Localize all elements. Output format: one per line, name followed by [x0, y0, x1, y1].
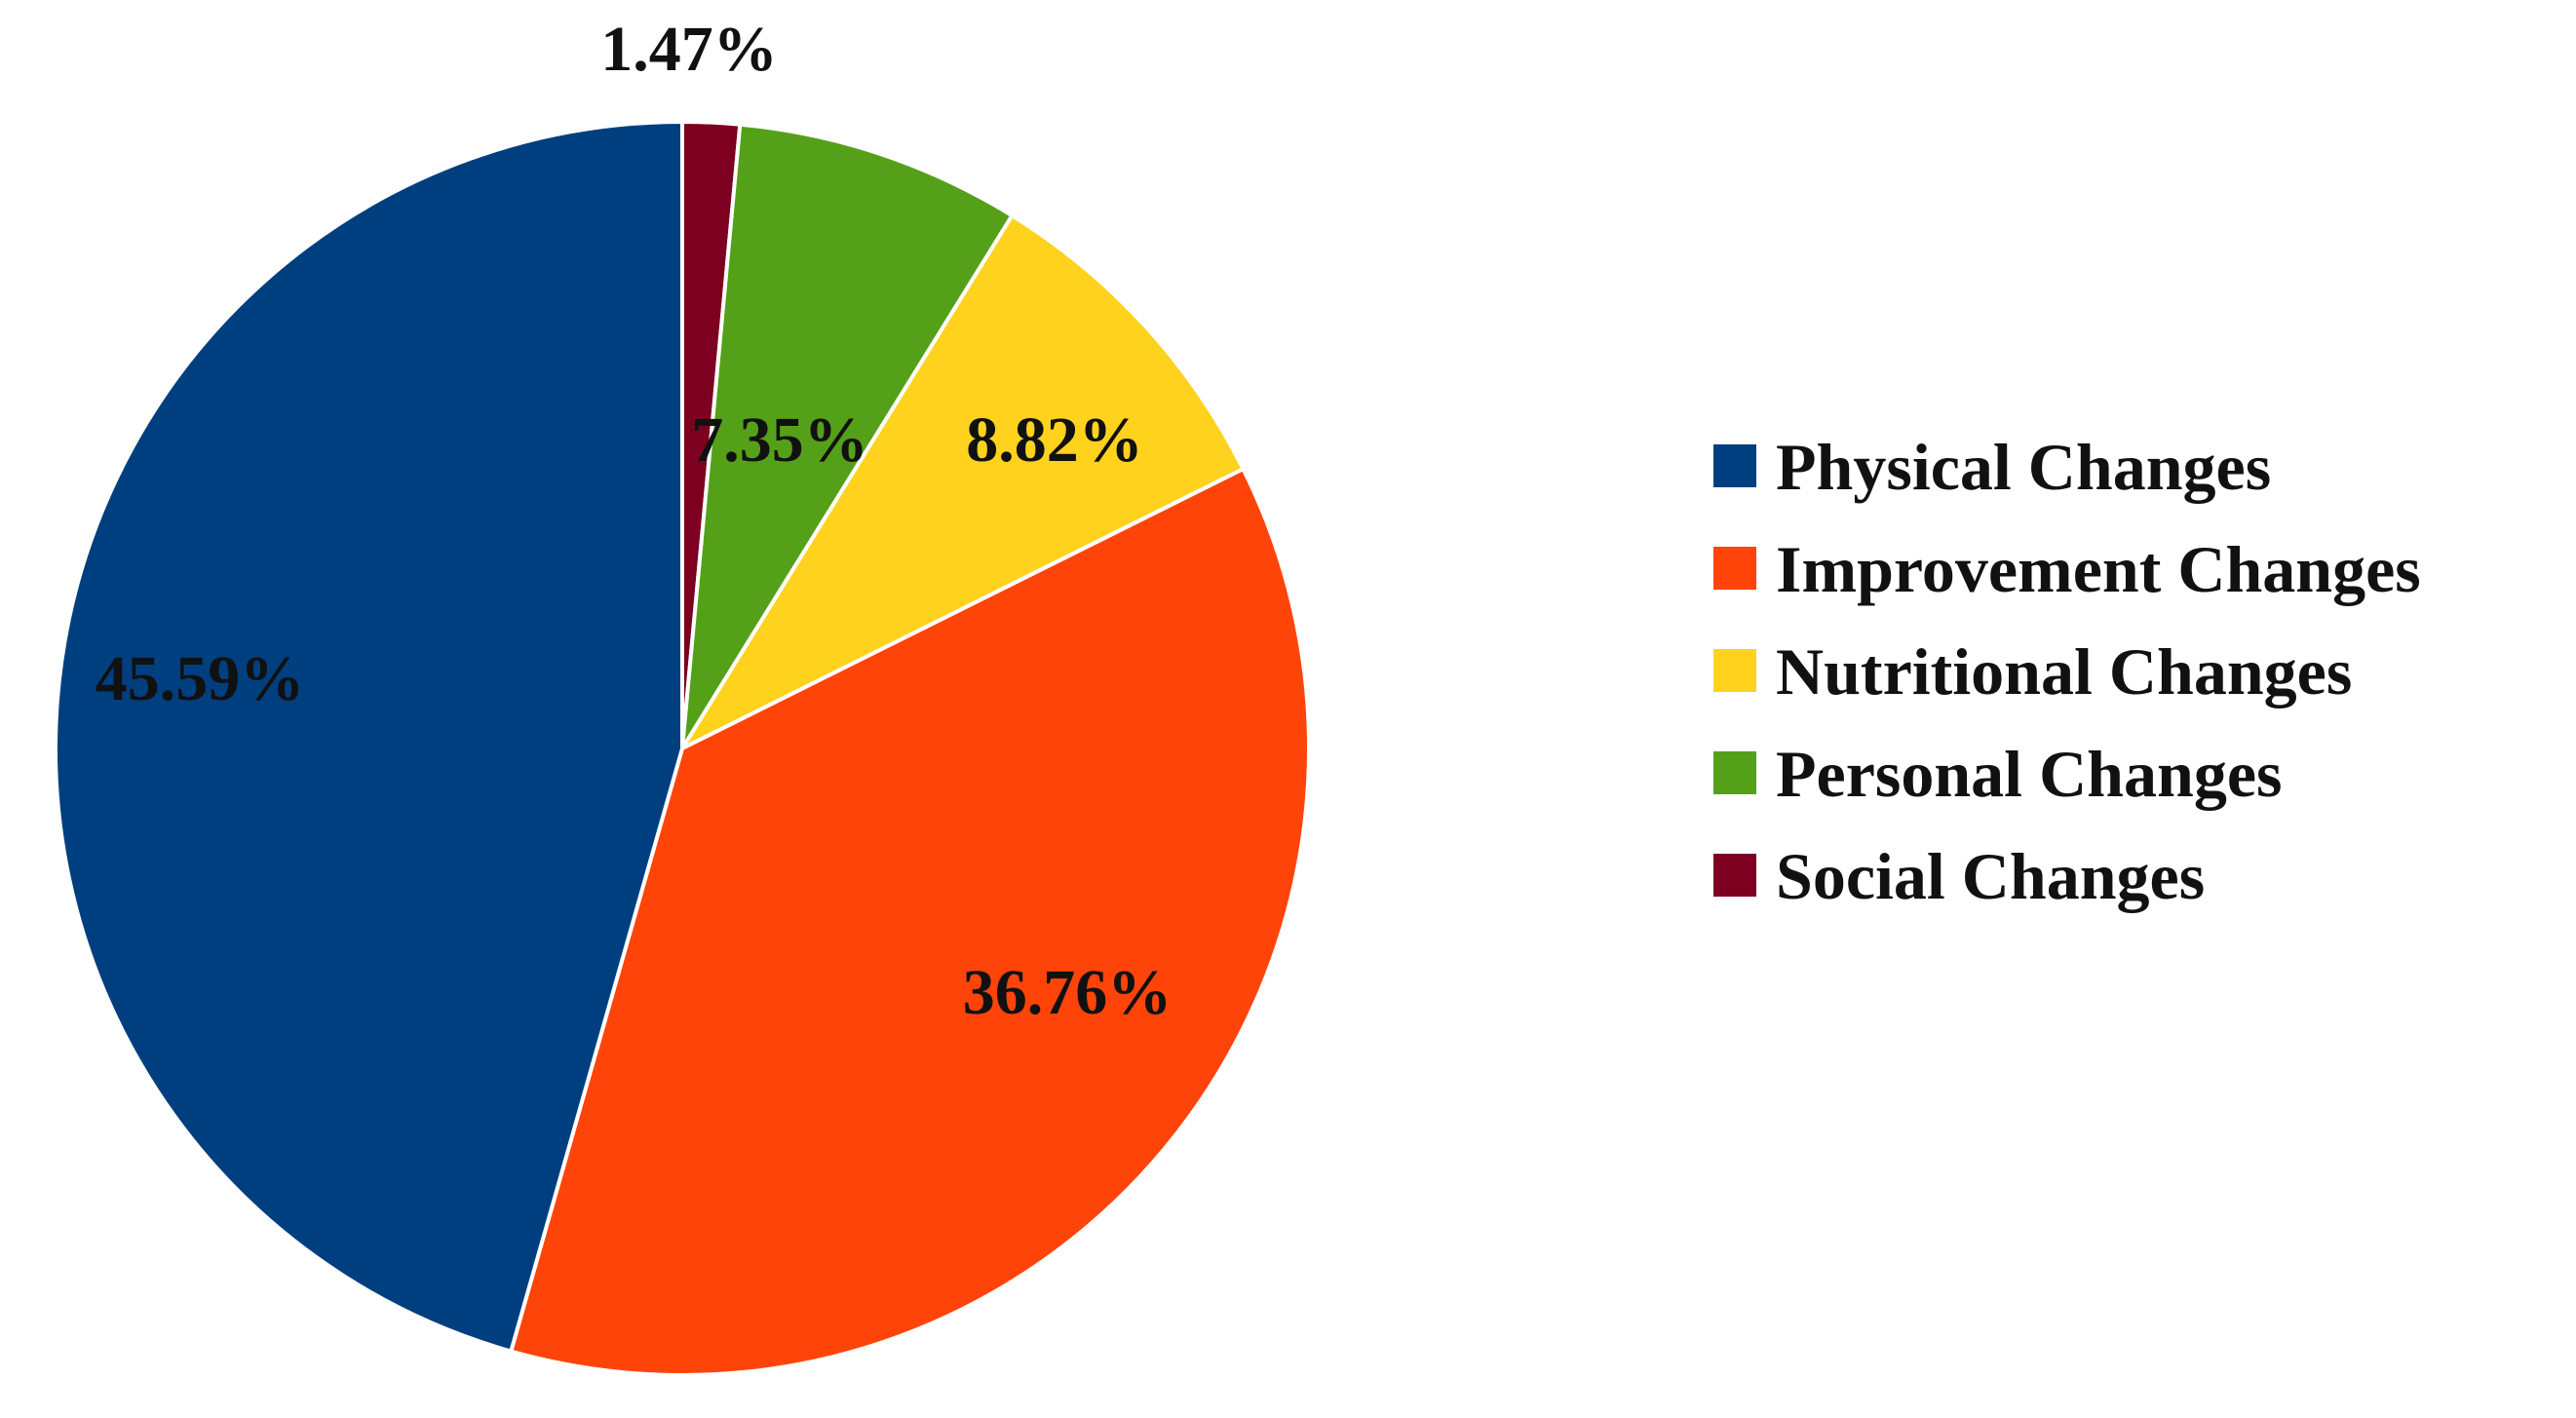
pie-slice-personal-changes: [680, 122, 1016, 750]
legend-label: Personal Changes: [1776, 737, 2282, 811]
legend-swatch: [1713, 547, 1756, 590]
legend-label: Nutritional Changes: [1776, 634, 2352, 709]
pie-slice-nutritional-changes: [676, 212, 1247, 753]
pie-data-labels: 45.59% 36.76% 8.82% 7.35% 1.47%: [96, 14, 1173, 1028]
legend-swatch: [1713, 649, 1756, 692]
legend-swatch: [1713, 854, 1756, 897]
legend-label: Social Changes: [1776, 839, 2205, 913]
legend-label: Physical Changes: [1776, 430, 2271, 504]
legend-swatch: [1713, 751, 1756, 794]
data-label-personal-changes: 7.35%: [691, 404, 868, 476]
data-label-social-changes: 1.47%: [600, 14, 778, 85]
pie-slice-physical-changes: [54, 119, 684, 1354]
pie-slices: [54, 119, 1311, 1377]
legend-entry-nutritional-changes: Nutritional Changes: [1713, 634, 2352, 709]
legend-swatch: [1713, 444, 1756, 487]
legend-entry-personal-changes: Personal Changes: [1713, 737, 2282, 811]
legend-entry-social-changes: Social Changes: [1713, 839, 2205, 913]
data-label-physical-changes: 45.59%: [96, 643, 305, 714]
legend-entry-physical-changes: Physical Changes: [1713, 430, 2271, 504]
legend: Physical Changes Improvement Changes Nutri…: [1713, 430, 2421, 913]
pie-slice-improvement-changes: [508, 466, 1311, 1377]
data-label-improvement-changes: 36.76%: [963, 957, 1173, 1028]
legend-entry-improvement-changes: Improvement Changes: [1713, 532, 2421, 606]
legend-label: Improvement Changes: [1776, 532, 2421, 606]
data-label-nutritional-changes: 8.82%: [966, 404, 1143, 476]
